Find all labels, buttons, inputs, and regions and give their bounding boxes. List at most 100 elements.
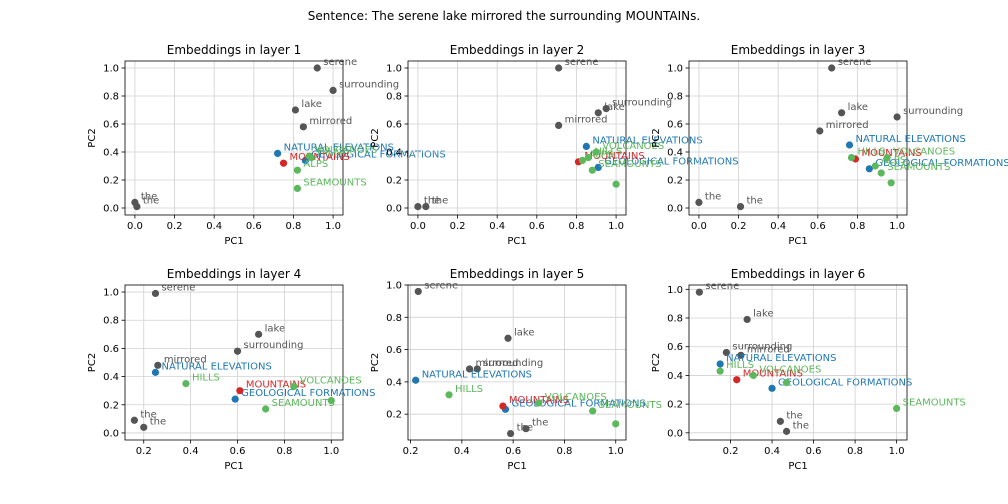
x-tick-label: 0.8 (850, 221, 866, 232)
data-point (290, 382, 298, 391)
point-label: GEOLOGICAL FORMATIONS (311, 149, 445, 160)
point-label: surrounding (339, 79, 399, 90)
data-point (588, 166, 596, 174)
data-point (327, 396, 335, 405)
point-label: VOLCANOES (759, 364, 821, 375)
y-axis-label: PC2 (87, 353, 98, 372)
point-label: ALPS (303, 159, 328, 170)
point-label: surrounding (903, 106, 963, 117)
data-point (816, 127, 824, 135)
data-point (506, 429, 515, 438)
x-tick-label: 0.6 (230, 446, 246, 457)
data-point (130, 416, 138, 424)
data-point (414, 203, 422, 211)
x-tick-label: 1.0 (889, 221, 905, 232)
point-label: lake (301, 99, 322, 110)
y-tick-label: 0.6 (386, 345, 402, 356)
point-label: MOUNTAINS (743, 369, 803, 380)
y-axis-label: PC2 (370, 128, 381, 147)
chart-title: Embeddings in layer 3 (731, 43, 865, 57)
data-point (695, 198, 703, 206)
point-label: surrounding (732, 341, 792, 352)
axes-frame (407, 284, 627, 441)
data-point (555, 121, 563, 129)
y-tick-label: 0.4 (386, 148, 402, 159)
point-label: NATURAL ELEVATIONS (422, 369, 532, 380)
data-point (504, 334, 512, 342)
data-point (307, 154, 315, 162)
axes-frame (124, 60, 344, 216)
point-label: the (747, 196, 763, 207)
data-point (716, 367, 724, 375)
x-tick-label: 1.0 (323, 446, 339, 457)
x-tick-label: 1.0 (608, 221, 624, 232)
chart-title: Embeddings in layer 5 (450, 267, 584, 281)
point-label: NATURAL ELEVATIONS (856, 134, 966, 145)
y-tick-label: 0.6 (386, 120, 402, 131)
data-point (584, 154, 592, 162)
point-label: MOUNTAINS (246, 380, 306, 391)
data-point (883, 154, 891, 162)
point-label: lake (848, 102, 869, 113)
data-point (182, 380, 190, 388)
data-point (291, 106, 300, 114)
y-tick-label: 0.4 (667, 371, 683, 382)
data-point (231, 395, 239, 403)
point-label: SEAMOUNTS (599, 400, 662, 411)
y-tick-label: 1.0 (667, 285, 683, 296)
x-tick-label: 0.2 (136, 446, 152, 457)
x-tick-label: 0.8 (556, 446, 572, 457)
data-point (838, 109, 846, 117)
data-point (299, 123, 307, 131)
point-label: MOUNTAINS (584, 151, 644, 162)
point-label: the (432, 196, 448, 207)
data-point (473, 365, 481, 373)
y-tick-label: 0.6 (667, 342, 683, 353)
point-label: lake (514, 327, 535, 338)
data-point (722, 348, 730, 357)
point-label: serene (161, 282, 195, 293)
x-axis-label: PC1 (788, 461, 807, 472)
chart-title: Embeddings in layer 4 (167, 267, 301, 281)
data-point (151, 289, 160, 298)
data-point (255, 330, 263, 338)
point-label: NATURAL ELEVATIONS (161, 361, 271, 372)
data-point (847, 154, 856, 162)
axes-frame (407, 60, 627, 216)
point-label: ALPS (588, 149, 613, 160)
point-label: the (705, 191, 721, 202)
data-point (612, 420, 620, 428)
x-axis-label: PC1 (224, 461, 243, 472)
point-label: the (141, 191, 157, 202)
y-tick-label: 0.0 (103, 428, 119, 439)
data-point (329, 86, 337, 94)
point-label: serene (838, 57, 872, 68)
x-tick-label: 1.0 (325, 221, 341, 232)
chart-panel-1: 0.0 0.2 0.4 0.6 0.8 1.0 0.0 0.2 0.4 0.6 0.8 1.0 Embe… (87, 43, 446, 247)
y-axis-label: PC2 (370, 353, 381, 372)
point-label: HILLS (455, 384, 483, 395)
point-label: GEOLOGICAL FORMATIONS (778, 377, 912, 388)
point-label: GEOLOGICAL FORMATIONS (875, 158, 1008, 169)
x-tick-label: 0.6 (806, 446, 822, 457)
point-label: HILLS (858, 147, 886, 158)
data-point (414, 287, 422, 296)
data-point (578, 156, 587, 164)
x-tick-label: 0.8 (847, 446, 863, 457)
x-tick-label: 0.8 (286, 221, 302, 232)
data-point (151, 368, 160, 376)
data-point (893, 113, 901, 121)
y-tick-label: 0.8 (103, 92, 119, 103)
x-tick-label: 0.2 (450, 221, 466, 232)
data-point (445, 391, 453, 399)
data-point (768, 384, 776, 392)
point-label: HILLS (594, 147, 622, 158)
figure-suptitle: Sentence: The serene lake mirrored the s… (308, 9, 700, 23)
x-tick-label: 0.2 (403, 446, 419, 457)
point-label: the (424, 196, 440, 207)
point-label: surrounding (483, 358, 543, 369)
point-label: the (140, 409, 156, 420)
point-label: serene (424, 280, 458, 291)
y-tick-label: 0.0 (667, 428, 683, 439)
point-label: VOLCANOES (893, 147, 955, 158)
